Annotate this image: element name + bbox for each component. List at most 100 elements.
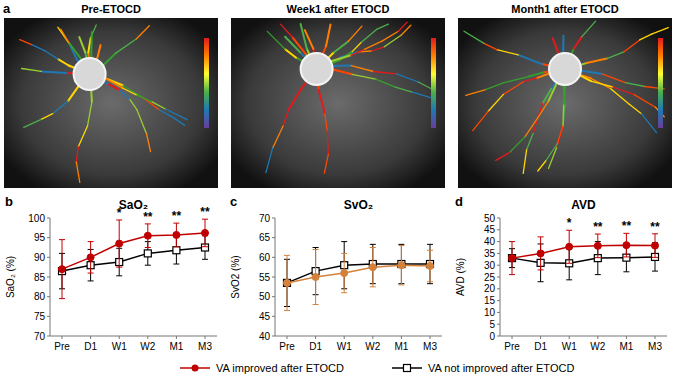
vessel-segment	[334, 41, 348, 52]
series-line	[287, 264, 430, 283]
x-tick-label: M1	[394, 341, 408, 352]
series	[509, 242, 659, 282]
vessel-segment	[523, 150, 526, 174]
y-tick-label: 45	[259, 311, 271, 322]
x-tick-label: W1	[337, 341, 352, 352]
vessel-segment	[116, 39, 137, 53]
vessel-segment	[326, 25, 331, 47]
vessel-segment	[376, 79, 396, 87]
marker	[369, 264, 376, 271]
vessel-segment	[528, 72, 543, 76]
error-bar	[398, 246, 404, 285]
image-title: Month1 after ETOCD	[511, 3, 618, 15]
vessel-segment	[384, 35, 401, 47]
error-bar	[59, 240, 65, 299]
vessel-segment	[527, 133, 534, 149]
vessel-segment	[58, 59, 69, 65]
legend-label: VA not improved after ETOCD	[428, 362, 574, 374]
vessel-segment	[352, 42, 361, 51]
y-tick	[47, 296, 50, 297]
y-tick-label: 5	[489, 319, 495, 330]
y-tick-label: 45	[484, 224, 496, 235]
series	[59, 236, 209, 289]
vessel-segment	[137, 95, 152, 102]
vessel-segment	[174, 118, 184, 125]
vessel-segment	[352, 74, 376, 79]
vessel-segment	[285, 49, 296, 57]
x-tick-label: W2	[590, 341, 605, 352]
y-tick-label: 85	[34, 272, 46, 283]
error-bar	[652, 234, 658, 258]
x-tick	[430, 336, 431, 339]
vessel-segment	[634, 95, 655, 108]
vessel-segment	[563, 104, 565, 127]
y-tick	[497, 324, 500, 325]
marker	[341, 270, 348, 277]
vessel-segment	[41, 114, 53, 120]
significance-mark: **	[172, 209, 182, 223]
y-tick-label: 50	[259, 291, 271, 302]
vessel-segment	[147, 134, 151, 152]
error-bar	[145, 224, 151, 248]
vessel-segment	[624, 40, 640, 52]
error-bar	[202, 219, 208, 247]
error-bar	[538, 237, 544, 270]
vessel-segment	[484, 43, 497, 49]
y-tick	[497, 336, 500, 337]
x-tick	[372, 336, 373, 339]
vessel-segment	[88, 102, 92, 126]
vessel-segment	[497, 50, 518, 55]
vessel-segment	[327, 131, 328, 154]
vessel-segment	[504, 77, 528, 83]
y-tick	[497, 229, 500, 230]
marker	[312, 274, 319, 281]
vessel-segment	[371, 47, 384, 51]
vessel-segment	[574, 37, 582, 49]
vessel-segment	[557, 126, 563, 144]
significance-mark: *	[117, 206, 122, 220]
x-tick	[176, 336, 177, 339]
x-tick	[62, 336, 63, 339]
vessel-segment	[398, 22, 407, 31]
marker	[144, 250, 151, 257]
marker	[284, 279, 291, 286]
vessel-segment	[273, 126, 284, 148]
vessel-segment	[90, 32, 93, 56]
vessel-segment	[361, 29, 376, 42]
panel-label: d	[455, 194, 463, 209]
marker	[284, 279, 291, 286]
error-bar	[173, 223, 179, 247]
vessel-segment	[130, 100, 137, 110]
significance-mark: **	[143, 210, 153, 224]
y-tick-label: 30	[484, 260, 496, 271]
vessel-segment	[546, 144, 558, 162]
image-title: Pre-ETOCD	[81, 3, 141, 15]
vessel-segment	[603, 74, 626, 83]
plot-area	[284, 242, 434, 311]
vessel-segment	[76, 147, 78, 162]
vessel-segment	[267, 31, 285, 49]
x-tick-label: W1	[112, 341, 127, 352]
vessel-segment	[102, 53, 116, 66]
y-tick-label: 20	[484, 283, 496, 294]
x-tick-label: D1	[84, 341, 97, 352]
y-tick	[272, 296, 275, 297]
x-tick	[287, 336, 288, 339]
x-tick	[401, 336, 402, 339]
error-bar	[313, 249, 319, 304]
y-tick	[47, 218, 50, 219]
x-tick-label: W1	[562, 341, 577, 352]
panel-label: a	[3, 1, 11, 16]
legend-marker	[192, 365, 199, 372]
vessel-segment	[68, 86, 78, 101]
vessel-segment	[76, 162, 80, 182]
vessel-segment	[611, 89, 629, 104]
vessel-segment	[319, 90, 325, 114]
vessel-segment	[301, 24, 307, 49]
vessel-segment	[466, 90, 485, 96]
marker	[594, 242, 601, 249]
optic-disc	[74, 58, 106, 90]
x-tick	[655, 336, 656, 339]
color-scale	[431, 38, 436, 128]
vessel-segment	[652, 28, 669, 35]
